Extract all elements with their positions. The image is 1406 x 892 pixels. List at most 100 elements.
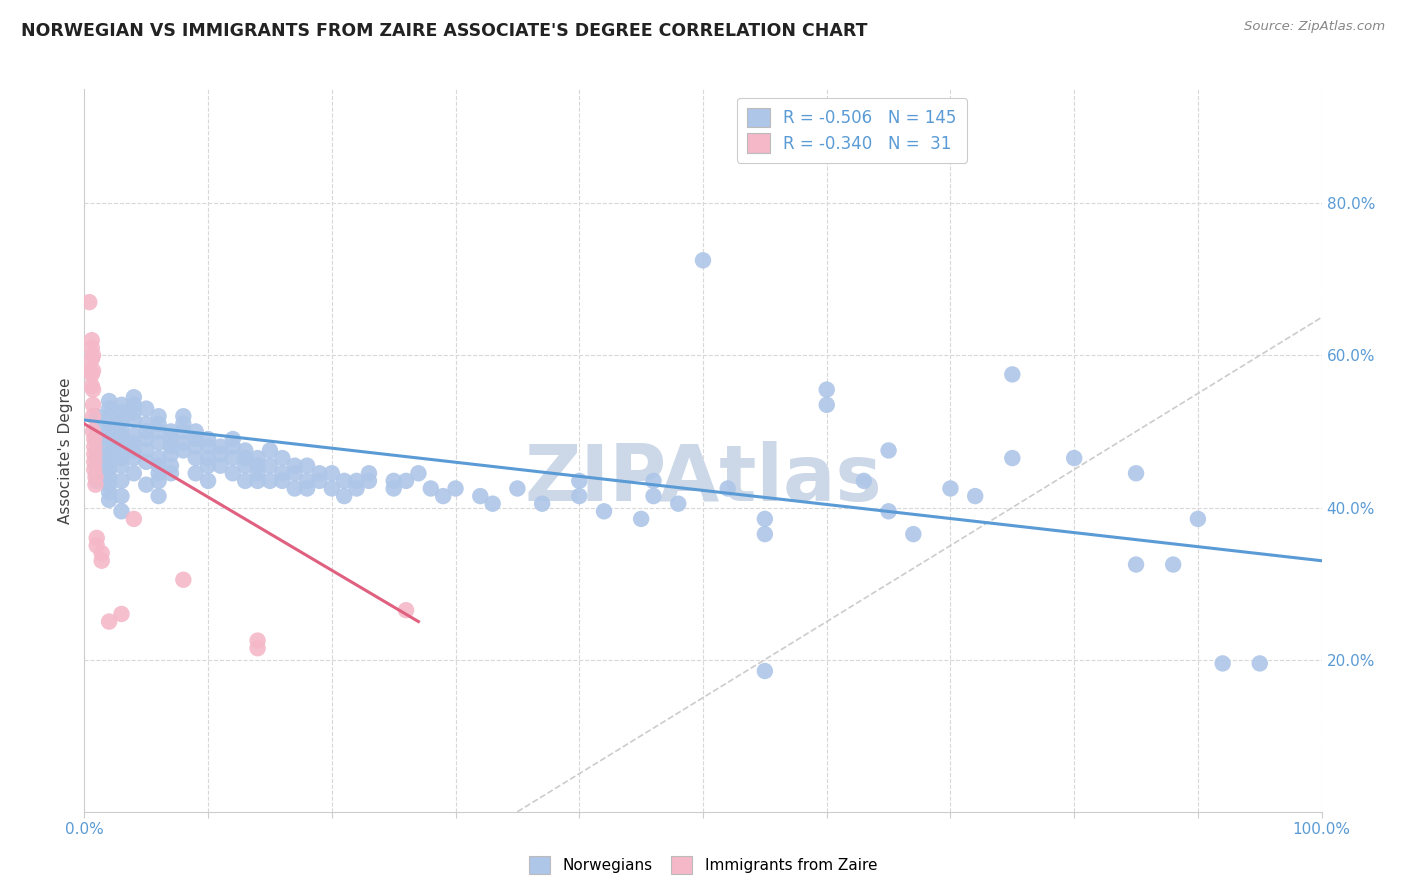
Point bbox=[148, 417, 170, 431]
Point bbox=[82, 425, 104, 439]
Point bbox=[209, 447, 232, 461]
Point bbox=[98, 470, 121, 484]
Point bbox=[259, 443, 281, 458]
Point bbox=[531, 497, 554, 511]
Point bbox=[259, 474, 281, 488]
Point bbox=[160, 467, 183, 481]
Point bbox=[197, 432, 219, 446]
Point bbox=[271, 474, 294, 488]
Point bbox=[1001, 368, 1024, 382]
Point bbox=[271, 451, 294, 466]
Point bbox=[939, 482, 962, 496]
Point bbox=[246, 633, 269, 648]
Point bbox=[160, 432, 183, 446]
Point bbox=[122, 405, 145, 419]
Point bbox=[80, 368, 103, 382]
Point bbox=[295, 458, 318, 473]
Point bbox=[1212, 657, 1234, 671]
Point bbox=[86, 531, 108, 545]
Point bbox=[122, 428, 145, 442]
Point bbox=[82, 409, 104, 424]
Point bbox=[643, 489, 665, 503]
Point bbox=[86, 474, 108, 488]
Point bbox=[160, 447, 183, 461]
Point bbox=[122, 398, 145, 412]
Point bbox=[98, 432, 121, 446]
Point bbox=[79, 295, 101, 310]
Point bbox=[86, 458, 108, 473]
Point bbox=[209, 458, 232, 473]
Point bbox=[246, 474, 269, 488]
Point bbox=[395, 603, 418, 617]
Point bbox=[83, 447, 105, 461]
Point bbox=[246, 467, 269, 481]
Point bbox=[903, 527, 925, 541]
Point bbox=[98, 394, 121, 409]
Point bbox=[86, 443, 108, 458]
Point bbox=[222, 451, 245, 466]
Point bbox=[110, 458, 132, 473]
Point bbox=[110, 443, 132, 458]
Point bbox=[643, 474, 665, 488]
Point bbox=[246, 641, 269, 656]
Point bbox=[110, 413, 132, 427]
Point bbox=[82, 383, 104, 397]
Point bbox=[295, 474, 318, 488]
Y-axis label: Associate's Degree: Associate's Degree bbox=[58, 377, 73, 524]
Point bbox=[79, 363, 101, 377]
Point bbox=[197, 458, 219, 473]
Point bbox=[481, 497, 503, 511]
Point bbox=[284, 482, 307, 496]
Point bbox=[444, 482, 467, 496]
Point bbox=[82, 348, 104, 362]
Point bbox=[122, 467, 145, 481]
Point bbox=[754, 527, 776, 541]
Point bbox=[135, 401, 157, 416]
Point bbox=[82, 363, 104, 377]
Point bbox=[98, 615, 121, 629]
Point bbox=[382, 474, 405, 488]
Point bbox=[852, 474, 875, 488]
Point bbox=[98, 401, 121, 416]
Point bbox=[184, 467, 207, 481]
Point bbox=[568, 474, 591, 488]
Point bbox=[593, 504, 616, 518]
Text: ZIPAtlas: ZIPAtlas bbox=[524, 442, 882, 517]
Point bbox=[98, 425, 121, 439]
Point bbox=[630, 512, 652, 526]
Point bbox=[148, 435, 170, 450]
Point bbox=[197, 440, 219, 454]
Point bbox=[86, 539, 108, 553]
Point bbox=[84, 470, 107, 484]
Legend: R = -0.506   N = 145, R = -0.340   N =  31: R = -0.506 N = 145, R = -0.340 N = 31 bbox=[737, 97, 967, 162]
Point bbox=[122, 512, 145, 526]
Point bbox=[1161, 558, 1184, 572]
Point bbox=[754, 512, 776, 526]
Point bbox=[148, 425, 170, 439]
Point bbox=[122, 451, 145, 466]
Point bbox=[80, 379, 103, 393]
Point bbox=[83, 432, 105, 446]
Point bbox=[666, 497, 689, 511]
Point bbox=[184, 432, 207, 446]
Point bbox=[135, 443, 157, 458]
Point bbox=[110, 504, 132, 518]
Point bbox=[209, 440, 232, 454]
Point bbox=[80, 341, 103, 355]
Text: NORWEGIAN VS IMMIGRANTS FROM ZAIRE ASSOCIATE'S DEGREE CORRELATION CHART: NORWEGIAN VS IMMIGRANTS FROM ZAIRE ASSOC… bbox=[21, 22, 868, 40]
Point bbox=[110, 428, 132, 442]
Point bbox=[246, 451, 269, 466]
Point bbox=[98, 492, 121, 507]
Point bbox=[321, 467, 343, 481]
Point bbox=[172, 425, 194, 439]
Point bbox=[172, 417, 194, 431]
Point bbox=[346, 482, 368, 496]
Point bbox=[1125, 558, 1147, 572]
Point bbox=[1187, 512, 1209, 526]
Point bbox=[222, 440, 245, 454]
Point bbox=[754, 664, 776, 678]
Point bbox=[98, 417, 121, 431]
Point bbox=[90, 554, 112, 568]
Point bbox=[346, 474, 368, 488]
Point bbox=[83, 455, 105, 469]
